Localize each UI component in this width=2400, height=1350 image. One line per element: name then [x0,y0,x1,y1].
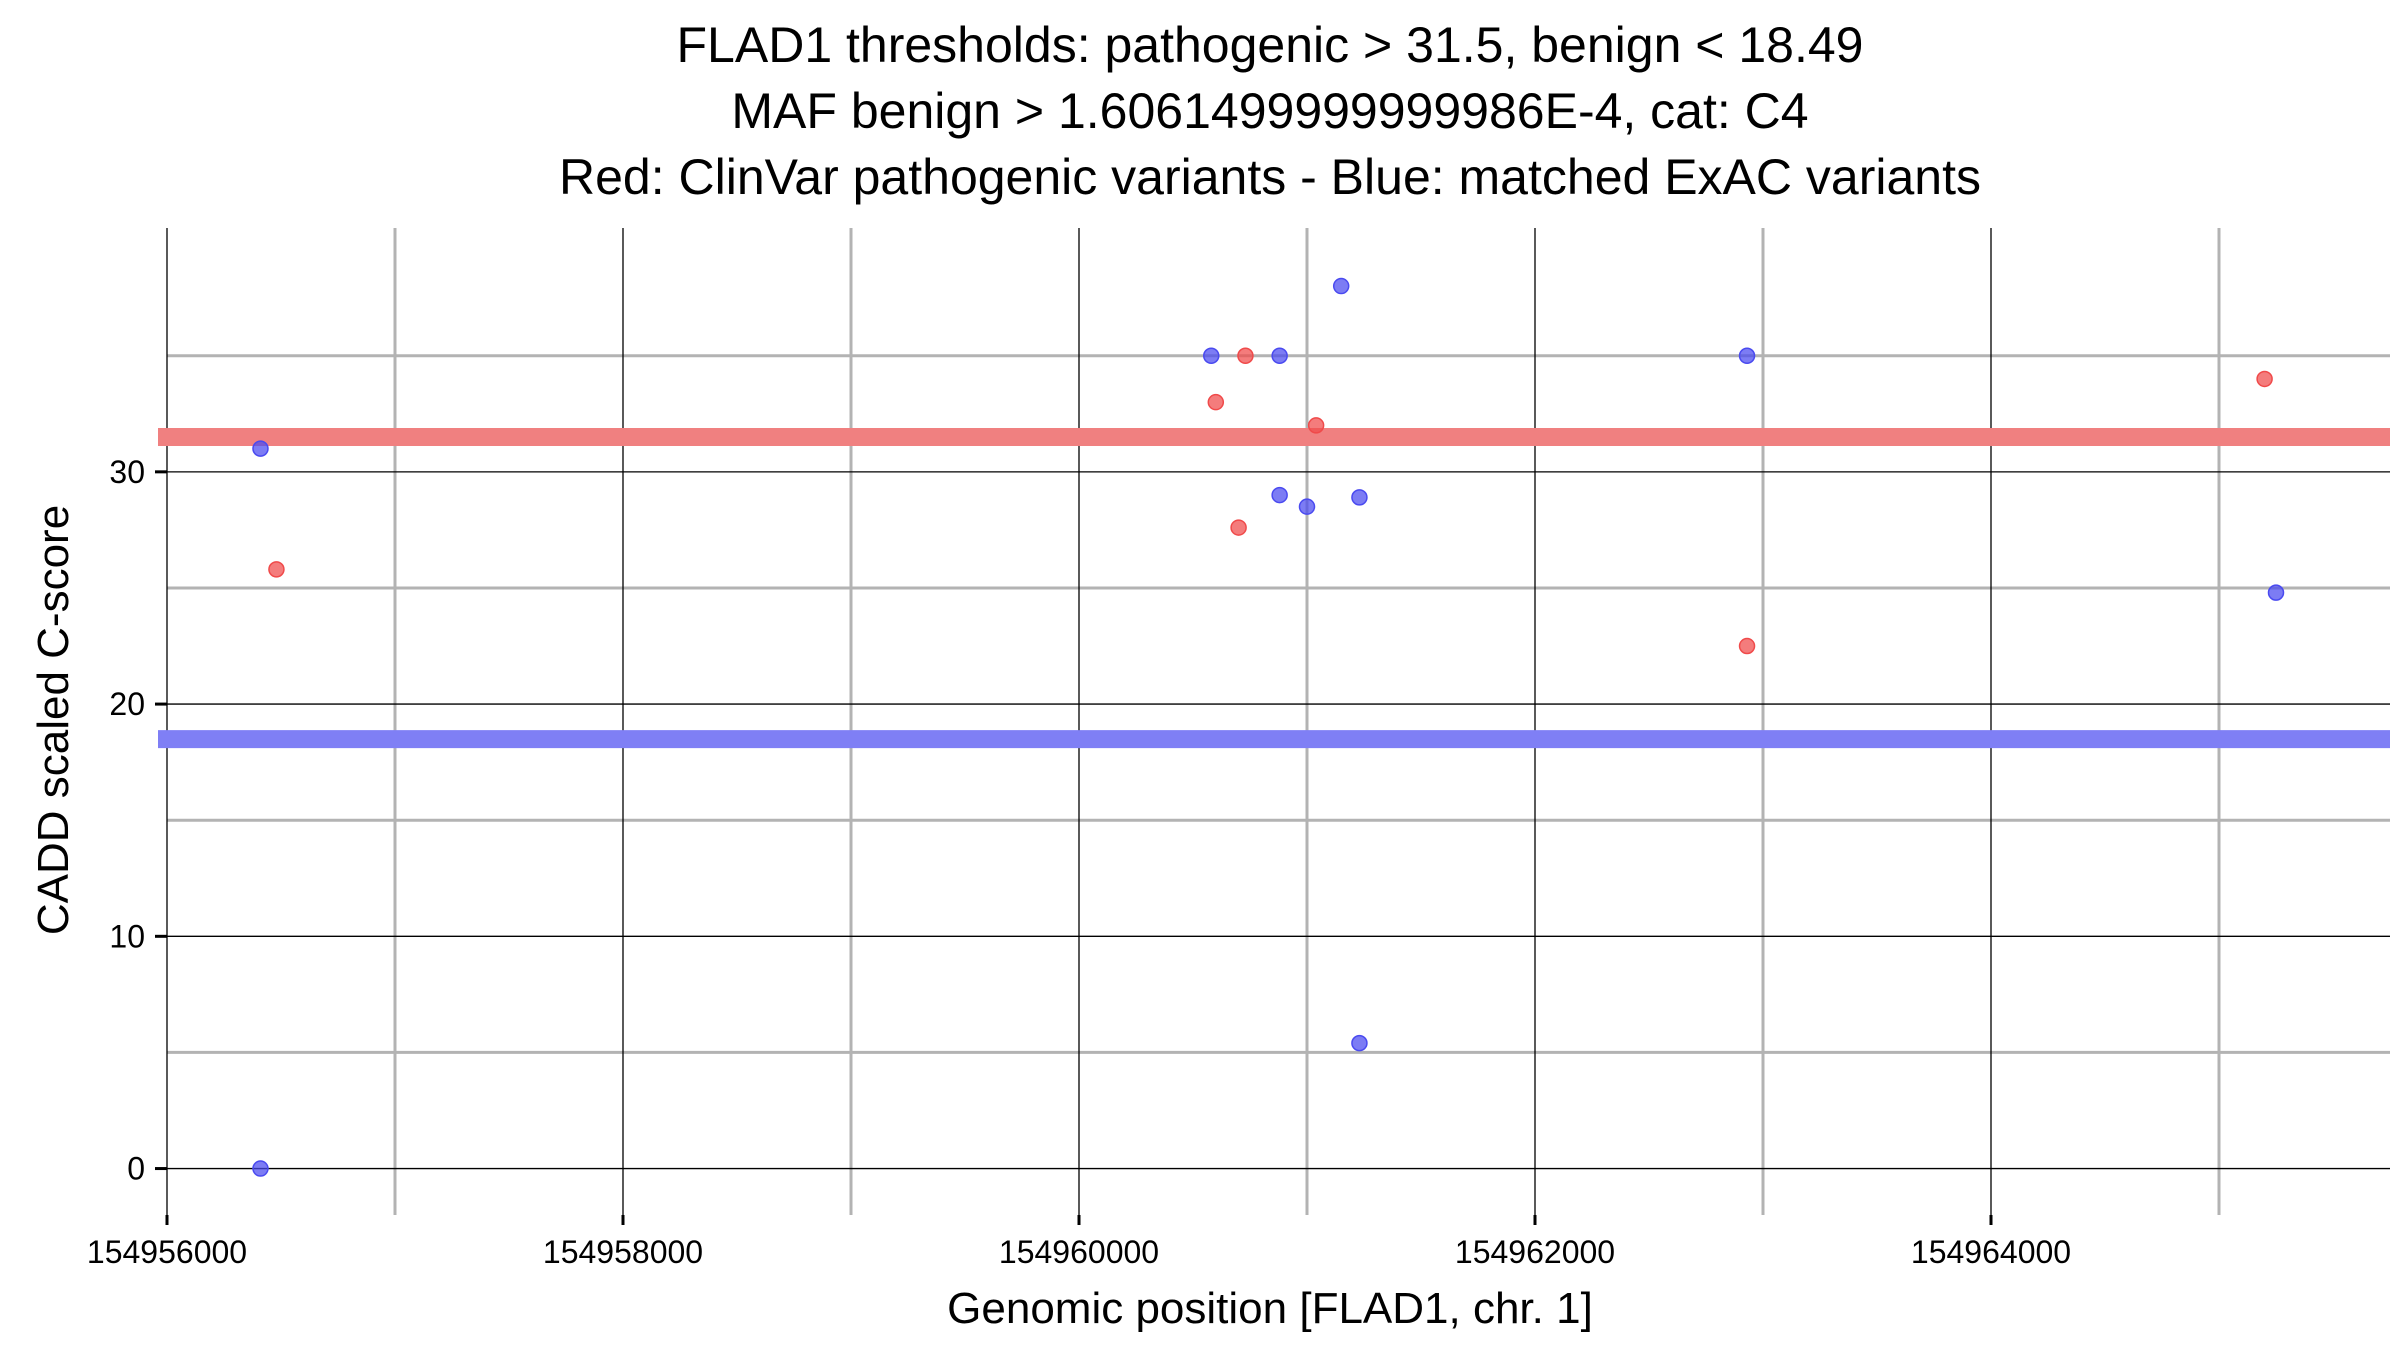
title-line-1: FLAD1 thresholds: pathogenic > 31.5, ben… [677,17,1864,73]
exac-point [252,1160,269,1177]
y-tick-label: 20 [109,686,145,722]
exac-point [1351,489,1368,506]
exac-point [252,440,269,457]
grid-layer [166,228,2390,1215]
exac-point [1202,347,1220,364]
title-line-3: Red: ClinVar pathogenic variants - Blue:… [559,149,1981,205]
exac-point [1271,347,1288,364]
x-tick-label: 154958000 [543,1234,703,1270]
y-tick-label: 0 [127,1151,145,1187]
chart-title: FLAD1 thresholds: pathogenic > 31.5, ben… [559,17,1981,205]
points-layer [252,277,2285,1177]
threshold-layer [158,428,2390,749]
x-tick-label: 154962000 [1455,1234,1615,1270]
y-tick-label: 10 [109,918,145,954]
clinvar-point [1307,417,1325,434]
exac-point [1351,1034,1368,1052]
exac-point [1738,347,1756,364]
x-tick-label: 154960000 [999,1234,1159,1270]
clinvar-point [1738,637,1756,655]
axes-layer: 154956000 154958000 154960000 154962000 1549… [87,454,2071,1270]
clinvar-point [2256,370,2273,388]
x-tick-label: 154964000 [1911,1234,2071,1270]
exac-point [2267,584,2285,601]
x-tick-label: 154956000 [87,1234,247,1270]
clinvar-point [1237,347,1254,364]
exac-point [1271,486,1288,504]
x-axis-title: Genomic position [FLAD1, chr. 1] [947,1284,1593,1333]
title-line-2: MAF benign > 1.6061499999999986E-4, cat:… [731,83,1808,139]
exac-point [1332,277,1350,295]
clinvar-point [1207,393,1225,411]
y-tick-label: 30 [109,454,145,490]
clinvar-point [268,561,285,578]
exac-point [1298,498,1316,515]
y-axis-title: CADD scaled C-score [29,505,78,935]
clinvar-point [1230,519,1247,536]
